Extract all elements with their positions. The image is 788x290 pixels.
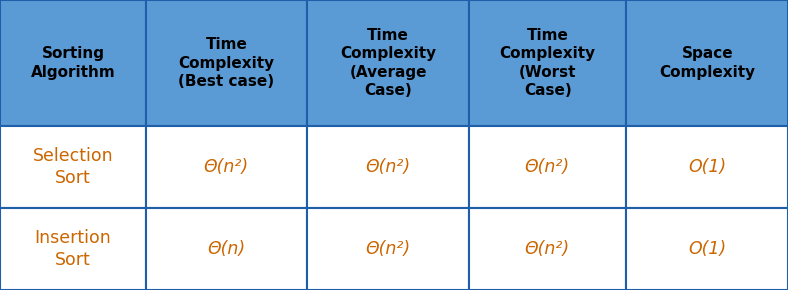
Bar (146, 126, 307, 208)
Bar (0, 126, 146, 208)
Bar (307, 0, 469, 126)
Text: Θ(n): Θ(n) (207, 240, 246, 258)
Bar (146, 208, 307, 290)
Bar (146, 0, 307, 126)
Text: Insertion
Sort: Insertion Sort (35, 229, 111, 269)
Text: Θ(n²): Θ(n²) (366, 240, 411, 258)
Text: Sorting
Algorithm: Sorting Algorithm (31, 46, 115, 80)
Text: Θ(n²): Θ(n²) (525, 240, 571, 258)
Bar (469, 0, 626, 126)
Bar (0, 0, 146, 126)
Text: Θ(n²): Θ(n²) (366, 158, 411, 176)
Text: Θ(n²): Θ(n²) (204, 158, 249, 176)
Bar (469, 126, 626, 208)
Bar (626, 208, 788, 290)
Text: Time
Complexity
(Worst
Case): Time Complexity (Worst Case) (500, 28, 596, 99)
Text: O(1): O(1) (688, 240, 727, 258)
Bar (626, 0, 788, 126)
Text: Time
Complexity
(Average
Case): Time Complexity (Average Case) (340, 28, 436, 99)
Text: Space
Complexity: Space Complexity (660, 46, 755, 80)
Bar (0, 208, 146, 290)
Text: Selection
Sort: Selection Sort (32, 147, 113, 187)
Bar (307, 126, 469, 208)
Bar (469, 208, 626, 290)
Bar (626, 126, 788, 208)
Text: O(1): O(1) (688, 158, 727, 176)
Bar (307, 208, 469, 290)
Text: Time
Complexity
(Best case): Time Complexity (Best case) (179, 37, 274, 89)
Text: Θ(n²): Θ(n²) (525, 158, 571, 176)
